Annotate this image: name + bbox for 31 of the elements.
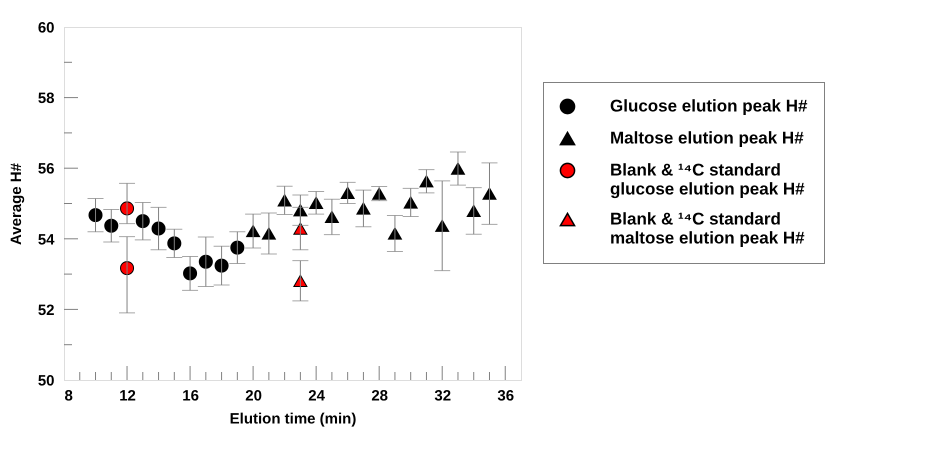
x-tick-label: 8 (64, 388, 73, 404)
point (230, 240, 244, 255)
x-tick-label: 36 (497, 388, 514, 404)
legend-label: Blank & ¹⁴C standard maltose elution peak H# (610, 210, 806, 248)
point (88, 208, 103, 222)
point (198, 254, 213, 269)
point (136, 214, 150, 228)
y-tick-label: 58 (38, 90, 54, 108)
x-tick-label: 28 (371, 388, 388, 404)
y-axis-title: Average H# (8, 162, 25, 245)
x-tick-label: 16 (182, 388, 199, 404)
y-tick-label: 52 (38, 302, 54, 319)
point (104, 218, 118, 233)
point (183, 266, 198, 280)
legend-label: Maltose elution peak H# (610, 128, 804, 148)
point (120, 261, 134, 276)
y-tick-label: 56 (38, 160, 54, 178)
point (152, 222, 166, 236)
x-axis-title: Elution time (min) (230, 410, 356, 428)
legend-label: Glucose elution peak H# (610, 96, 808, 116)
point (120, 201, 134, 216)
x-tick-label: 24 (308, 388, 326, 404)
point (167, 236, 182, 250)
x-tick-label: 32 (434, 388, 452, 404)
legend-label: Blank & ¹⁴C standard glucose elution peak H# (610, 160, 806, 198)
x-tick-label: 12 (119, 388, 136, 404)
y-tick-label: 54 (38, 231, 56, 248)
point (214, 258, 229, 273)
x-tick-label: 20 (245, 388, 262, 404)
y-tick-label: 50 (38, 372, 54, 390)
y-tick-label: 60 (38, 20, 54, 36)
